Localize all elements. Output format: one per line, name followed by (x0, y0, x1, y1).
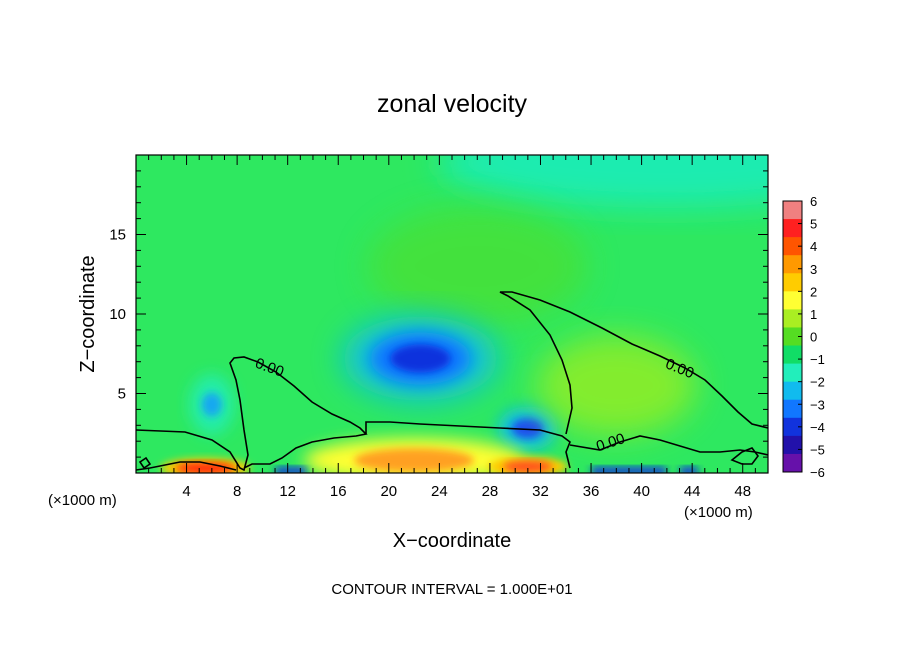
colorbar-label: 6 (810, 194, 817, 209)
colorbar-swatch (783, 345, 802, 365)
colorbar-label: 0 (810, 330, 817, 345)
x-tick-label: 32 (532, 483, 549, 500)
colorbar-labels: 6 5 4 3 2 1 0 −1 −2 −3 −4 −5 −6 (810, 194, 825, 480)
colorbar-swatch (783, 255, 802, 274)
contour-interval-footer: CONTOUR INTERVAL = 1.000E+01 (331, 581, 572, 598)
y-tick-label: 15 (109, 227, 126, 244)
y-axis-ticks (136, 170, 768, 458)
colorbar-swatch (783, 363, 802, 383)
x-tick-label: 12 (279, 483, 296, 500)
contour-zero-small-right (730, 447, 759, 465)
field-min-0-layer-2 (390, 344, 451, 373)
x-tick-label: 40 (633, 483, 650, 500)
colorbar-swatch (783, 219, 802, 238)
field-max-6-layer-0 (536, 335, 697, 436)
chart-title: zonal velocity (377, 90, 528, 118)
x-unit-label-left: (×1000 m) (48, 492, 117, 509)
field-max-3-layer-1 (354, 448, 475, 473)
x-tick-label: 48 (734, 483, 751, 500)
contour-zero-small-left (138, 456, 152, 470)
x-tick-label: 36 (583, 483, 600, 500)
x-tick-label: 24 (431, 483, 448, 500)
colorbar-swatch (783, 327, 802, 347)
plot-area (136, 155, 768, 473)
colorbar-label: −1 (810, 352, 825, 367)
colorbar-label: −3 (810, 397, 825, 412)
zero-contours (136, 291, 768, 472)
x-axis-title: X−coordinate (393, 530, 511, 552)
y-axis-tick-labels: 5 10 15 (109, 227, 126, 403)
colorbar-swatch (783, 291, 802, 310)
colorbar-swatch (783, 453, 802, 473)
x-tick-label: 4 (182, 483, 190, 500)
colorbar-label: 4 (810, 239, 817, 254)
contour-zero-left (136, 356, 368, 472)
field-min-2-layer-1 (201, 392, 222, 417)
colorbar-label: −5 (810, 442, 825, 457)
x-tick-label: 28 (482, 483, 499, 500)
contour-zero-surface (365, 421, 571, 469)
x-axis-tick-labels: 4 8 12 16 20 24 28 32 36 40 44 48 (182, 483, 751, 500)
field-weak-positive (367, 206, 588, 327)
colorbar-label: −6 (810, 465, 825, 480)
field-min-1-layer-1 (511, 418, 544, 439)
x-tick-label: 8 (233, 483, 241, 500)
colorbar-swatch (783, 435, 802, 455)
colorbar-swatch (783, 381, 802, 401)
field-surface-negative-0 (275, 467, 307, 473)
x-axis-ticks (148, 155, 756, 473)
colorbar-swatch (783, 273, 802, 292)
x-tick-label: 44 (684, 483, 701, 500)
colorbar-label: −4 (810, 420, 825, 435)
colorbar-swatch (783, 417, 802, 437)
colorbar-label: 1 (810, 307, 817, 322)
colorbar-label: −2 (810, 375, 825, 390)
y-tick-label: 5 (118, 386, 126, 403)
y-axis-title: Z−coordinate (77, 255, 99, 372)
y-tick-label: 10 (109, 306, 126, 323)
colorbar-label: 2 (810, 284, 817, 299)
field-blobs (160, 155, 768, 473)
x-unit-label-right: (×1000 m) (684, 504, 753, 521)
field-band-upper-right (436, 155, 768, 208)
colorbar-label: 5 (810, 217, 817, 232)
colorbar-swatch (783, 309, 802, 328)
field-surface-negative-2 (679, 467, 699, 473)
x-tick-label: 20 (380, 483, 397, 500)
contour-zero-bottom-left (136, 461, 237, 471)
colorbar (782, 200, 803, 473)
colorbar-label: 3 (810, 262, 817, 277)
field-max-4-layer-1 (175, 462, 236, 473)
contour-zero-right (499, 291, 768, 435)
colorbar-swatch (783, 399, 802, 419)
colorbar-swatch (783, 237, 802, 256)
x-tick-label: 16 (330, 483, 347, 500)
colorbar-swatch (783, 201, 802, 220)
